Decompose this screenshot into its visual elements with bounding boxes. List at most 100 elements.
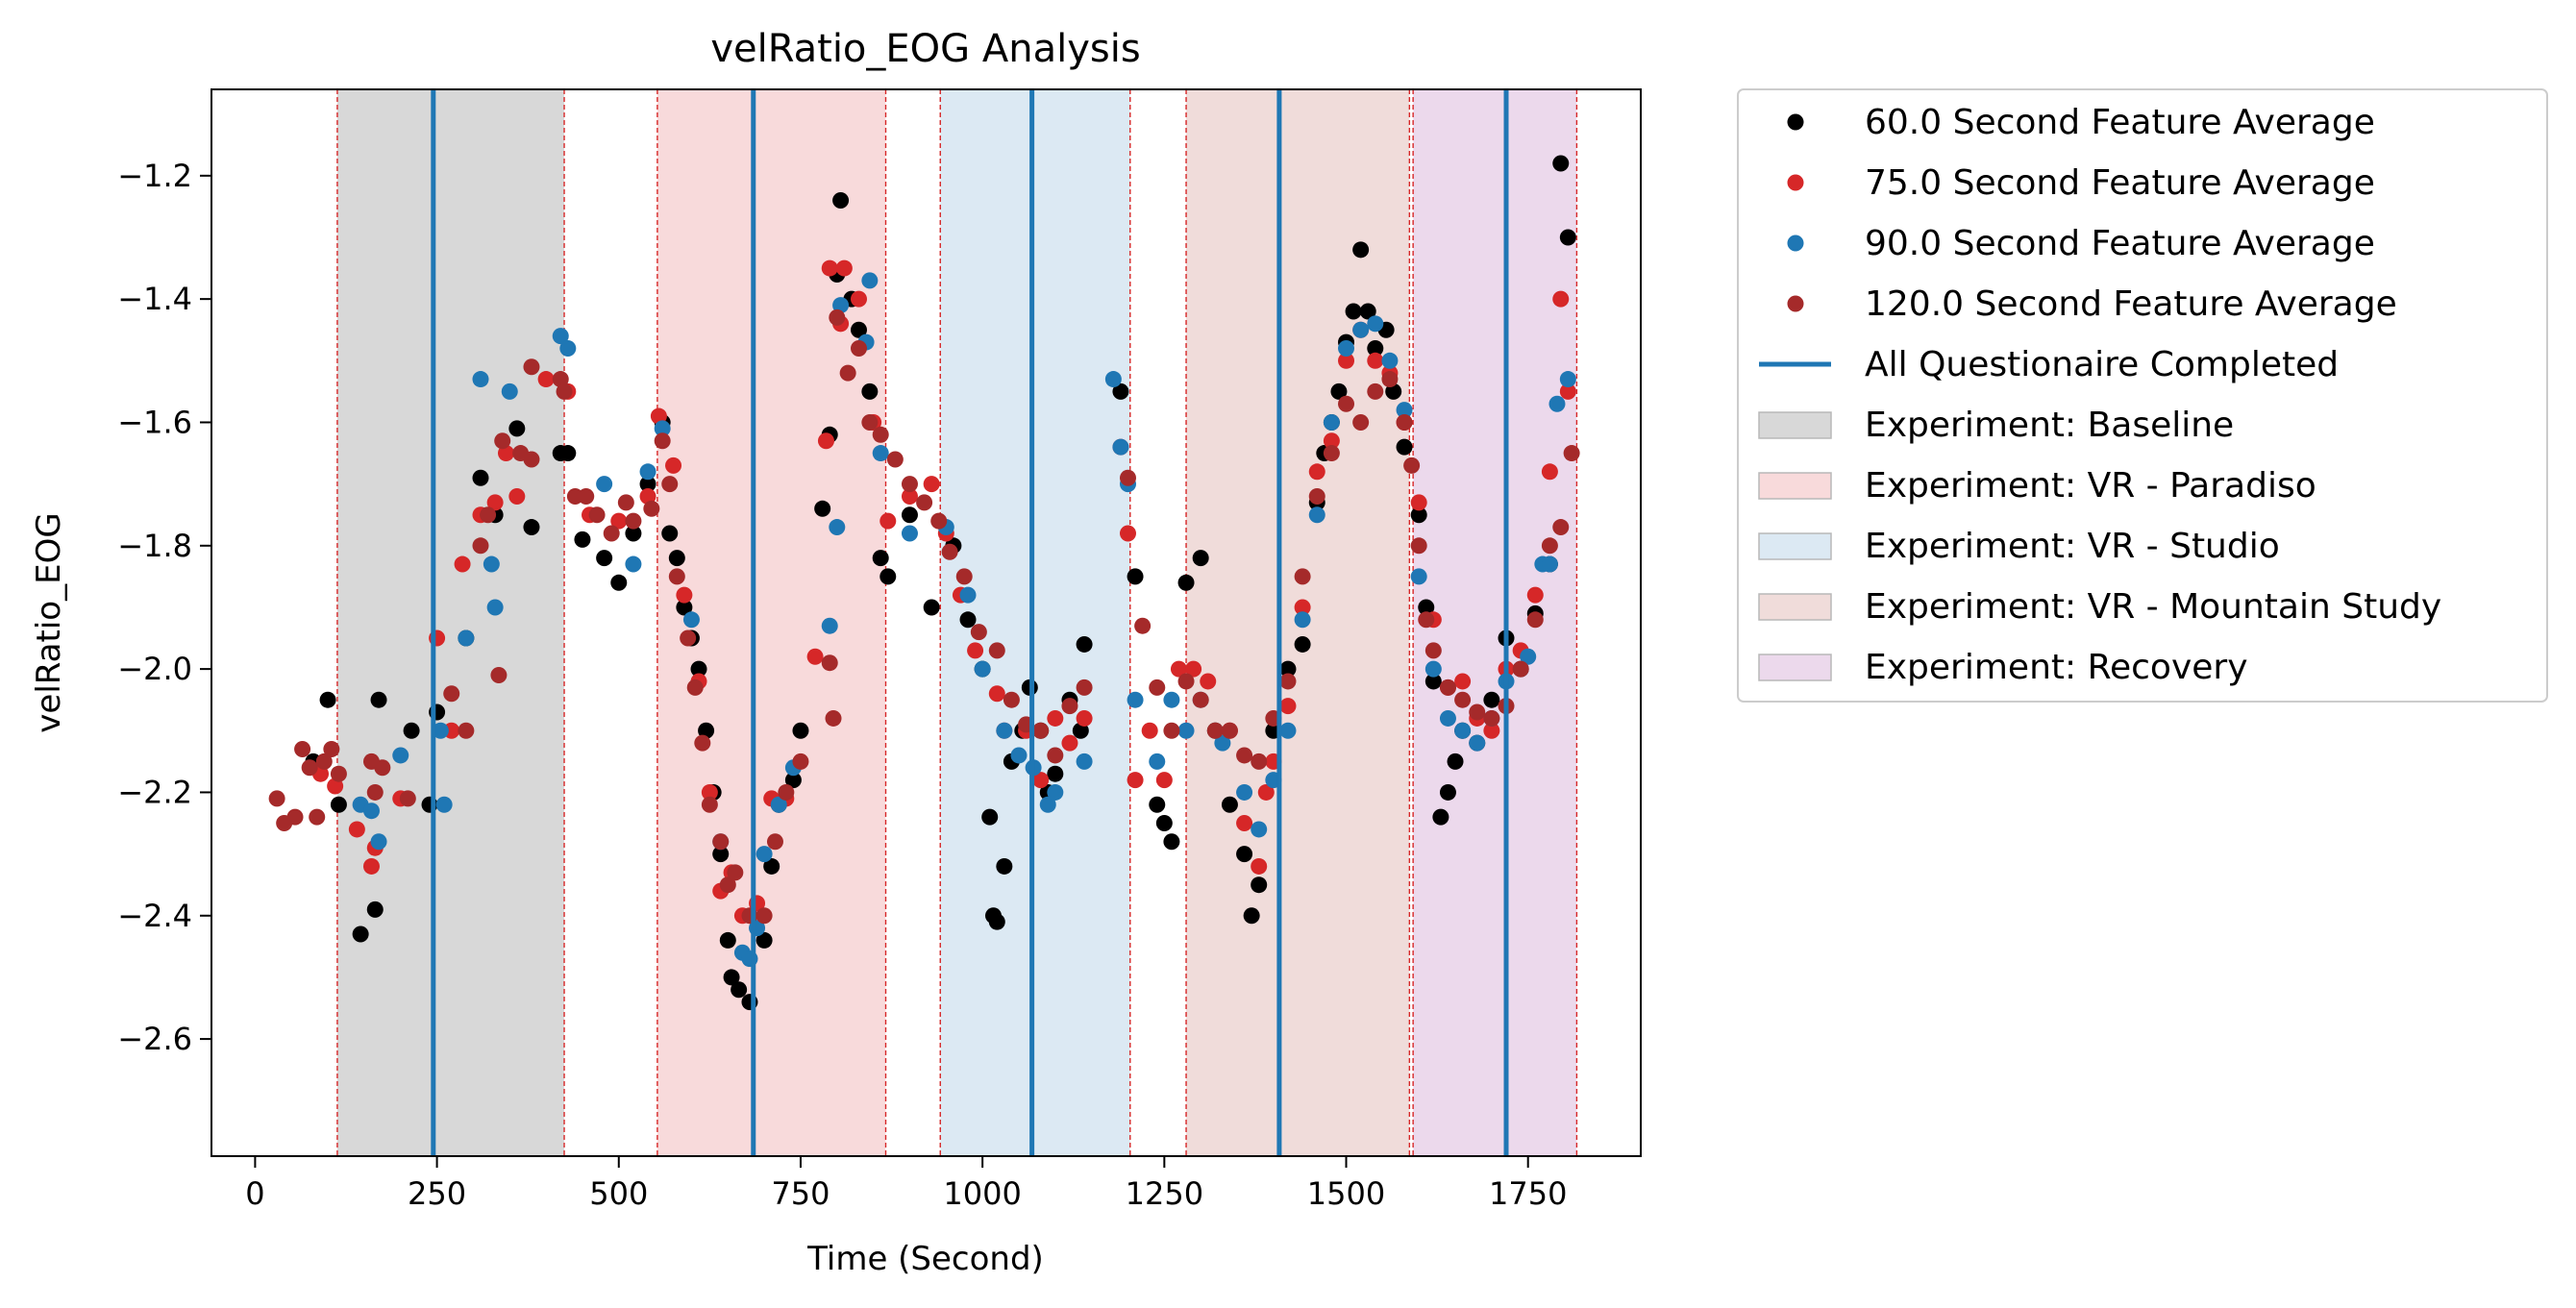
data-point [1559,383,1576,400]
data-point [1559,229,1576,246]
data-point [727,864,744,881]
data-point [1076,709,1093,727]
data-point [1410,537,1427,555]
data-point [668,550,685,567]
data-point [1149,753,1166,770]
data-point [1127,772,1144,789]
data-point [1410,506,1427,524]
legend-item: 60.0 Second Feature Average [1787,103,2375,142]
data-point [1541,537,1558,555]
data-point [497,445,514,462]
data-point [1047,783,1064,801]
data-point [1163,722,1180,739]
data-point [1104,371,1122,388]
data-point [1076,679,1093,696]
data-point [1330,383,1348,400]
data-point [639,463,656,481]
legend-label: 60.0 Second Feature Average [1865,103,2375,142]
data-point [901,525,918,542]
data-point [901,476,918,493]
data-point [458,722,475,739]
data-point [719,876,736,894]
data-point [690,660,707,678]
legend-label: All Questionaire Completed [1865,345,2339,384]
data-point [694,734,711,752]
data-point [286,808,304,826]
data-point [1177,722,1195,739]
data-point [1396,413,1413,431]
x-tick-label: 1000 [943,1175,1021,1212]
data-point [1163,691,1180,708]
y-tick-label: −1.2 [117,158,192,194]
data-point [552,371,569,388]
data-point [352,925,369,943]
data-point [1149,679,1166,696]
x-axis: 0 250 500 750 1000 1250 1500 1750 [245,1156,1567,1212]
data-point [1526,611,1544,629]
legend-item: Experiment: Baseline [1758,406,2234,445]
data-point [996,722,1013,739]
data-point [1177,673,1195,690]
data-point [578,487,595,505]
data-point [639,476,656,493]
data-point [941,543,958,560]
legend-item: Experiment: Recovery [1758,648,2248,687]
data-point [872,550,889,567]
data-point [1243,907,1260,925]
data-point [1177,574,1195,591]
data-point [639,487,656,505]
data-point [988,685,1005,703]
data-point [1251,753,1268,770]
data-point [872,445,889,462]
questionnaire-lines [431,89,1509,1156]
data-point [967,642,984,659]
data-point [309,808,326,826]
y-axis: −2.6 −2.4 −2.2 −2.0 −1.8 −1.6 −1.4 −1.2 [117,158,211,1057]
data-point [1439,783,1456,801]
y-tick-label: −1.4 [117,281,192,317]
data-point [832,297,850,314]
data-point [923,476,940,493]
data-point [1454,691,1472,708]
data-point [1170,660,1187,678]
data-point [603,525,620,542]
data-point [829,519,846,536]
data-point [1345,303,1362,320]
data-point [403,722,420,739]
legend-item: All Questionaire Completed [1759,345,2339,384]
data-point [1552,519,1570,536]
data-point [770,796,787,813]
data-point [494,432,511,450]
legend-label: 75.0 Second Feature Average [1865,163,2375,203]
data-point [851,321,868,338]
data-point [665,457,682,474]
data-point [1294,599,1311,616]
data-point [901,506,918,524]
legend-item: Experiment: VR - Mountain Study [1758,587,2441,627]
x-tick-label: 250 [408,1175,466,1212]
data-point [327,777,344,795]
data-point [996,857,1013,875]
data-point [1338,352,1355,369]
x-tick-label: 750 [771,1175,830,1212]
data-point [661,525,679,542]
data-point [1469,703,1486,721]
data-point [1541,555,1558,573]
legend-item: 90.0 Second Feature Average [1787,224,2375,263]
data-point [1559,371,1576,388]
data-point [851,339,868,357]
data-point [1410,494,1427,511]
data-point [1134,617,1152,634]
data-point [821,259,838,277]
data-point [1236,815,1253,832]
data-point [1061,734,1078,752]
data-point [1279,673,1297,690]
data-point [1257,783,1275,801]
data-point [959,611,977,629]
legend-label: Experiment: VR - Paradiso [1865,466,2316,506]
data-point [829,308,846,326]
data-point [1512,660,1529,678]
legend-label: Experiment: VR - Mountain Study [1865,587,2441,627]
plot-frame [211,88,1642,1157]
